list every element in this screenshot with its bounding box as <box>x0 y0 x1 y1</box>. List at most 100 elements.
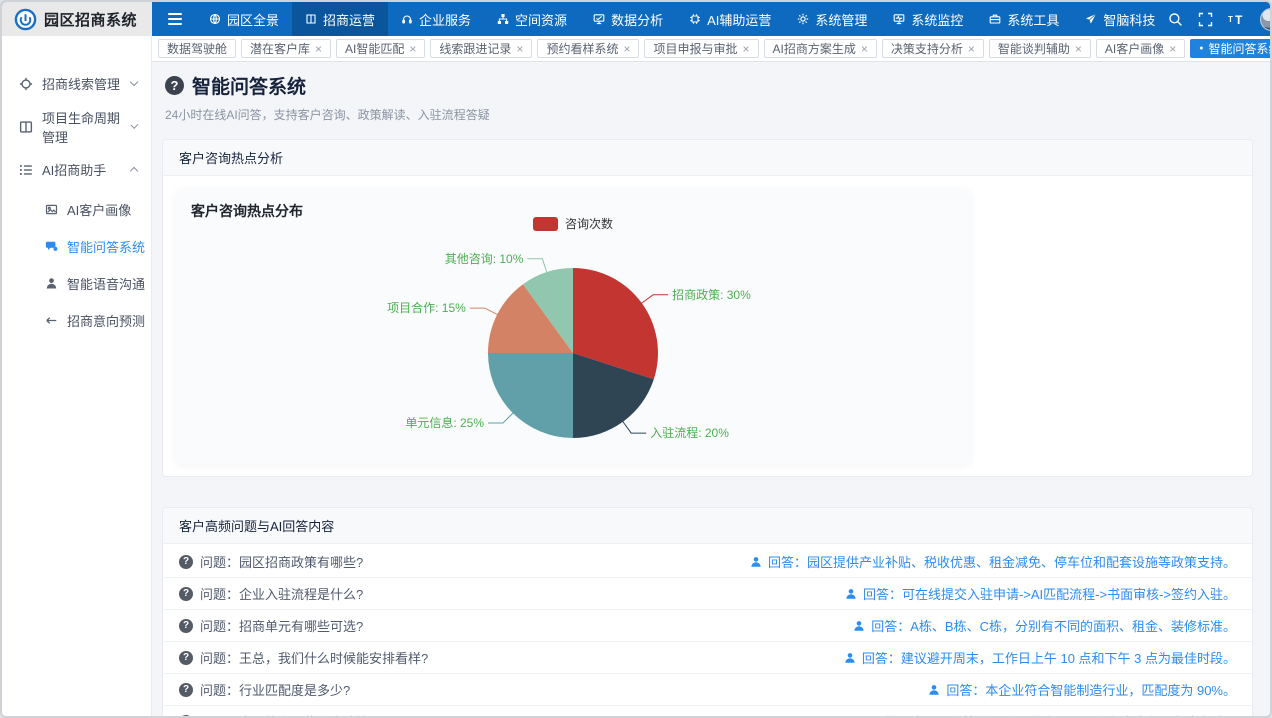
tab-project-approval[interactable]: 项目申报与审批 × <box>644 39 759 58</box>
tab-close-icon[interactable]: × <box>409 41 417 56</box>
tab-close-icon[interactable]: × <box>315 41 323 56</box>
fullscreen-icon[interactable] <box>1198 12 1213 27</box>
pie-label: 项目合作: 15% <box>387 300 466 315</box>
pie-slice-3[interactable] <box>487 284 573 353</box>
tab-label: 线索跟进记录 <box>439 42 512 56</box>
answer-person-icon <box>929 684 939 695</box>
tab-label: AI招商方案生成 <box>772 42 856 56</box>
nav-label: 空间资源 <box>515 12 568 28</box>
qa-row: ? 问题：王总，我们什么时候能安排看样? 回答：建议避开周末，工作日上午 10 点… <box>163 642 1252 674</box>
chart-legend[interactable]: 咨询次数 <box>175 215 971 232</box>
gear-icon <box>798 13 809 25</box>
tab-close-icon[interactable]: × <box>1169 41 1177 56</box>
nav-item-investment-ops[interactable]: 招商运营 <box>292 2 389 36</box>
chevron-down-icon <box>129 77 139 87</box>
app-title: 园区招商系统 <box>44 11 138 29</box>
answer-text: 回答：A栋、B栋、C栋，分别有不同的面积、租金、装修标准。 <box>871 619 1236 634</box>
user-avatar[interactable] <box>1260 7 1270 31</box>
tab-ai-proposal[interactable]: AI招商方案生成 × <box>763 39 877 58</box>
nav-label: AI辅助运营 <box>707 12 772 28</box>
pie-slice-1[interactable] <box>573 353 654 438</box>
tab-data-cockpit[interactable]: 数据驾驶舱 <box>158 39 237 58</box>
question-icon: ? <box>179 586 193 601</box>
nav-item-space-resource[interactable]: 空间资源 <box>484 2 580 36</box>
tab-ai-customer-profile[interactable]: AI客户画像 × <box>1095 39 1186 58</box>
sidebar-item-voice-communication[interactable]: 智能语音沟通 <box>2 265 151 302</box>
page-header: ? 智能问答系统 24小时在线AI问答，支持客户咨询、政策解读、入驻流程答疑 <box>152 62 1270 123</box>
headset-icon <box>402 15 412 24</box>
tab-lead-followup[interactable]: 线索跟进记录 × <box>430 39 533 58</box>
search-icon[interactable] <box>1168 12 1183 27</box>
sidebar-group-label: 招商线索管理 <box>42 77 121 92</box>
tab-label: AI客户画像 <box>1104 42 1165 56</box>
main-content: ? 智能问答系统 24小时在线AI问答，支持客户咨询、政策解读、入驻流程答疑 客… <box>152 62 1270 716</box>
tab-close-icon[interactable]: × <box>742 41 750 56</box>
tab-label: 决策支持分析 <box>890 42 963 56</box>
answer-person-icon <box>854 716 866 717</box>
tab-decision-support[interactable]: 决策支持分析 × <box>881 39 984 58</box>
tab-booking-system[interactable]: 预约看样系统 × <box>537 39 640 58</box>
sidebar-item-label: AI客户画像 <box>67 203 132 218</box>
nav-item-zhinao-tech[interactable]: 智脑科技 <box>1072 2 1168 36</box>
tab-close-icon[interactable]: × <box>516 41 524 56</box>
pie-chart[interactable]: 招商政策: 30% 入驻流程: 20% 单元信息: 25% 项目合作: 15% 其他咨询… <box>175 188 971 464</box>
question-icon: ? <box>179 554 193 569</box>
pie-label-line <box>488 412 514 424</box>
nav-item-system-tools[interactable]: 系统工具 <box>976 2 1072 36</box>
tab-negotiation-assist[interactable]: 智能谈判辅助 × <box>988 39 1091 58</box>
tab-ai-matching[interactable]: AI智能匹配 × <box>336 39 426 58</box>
pie-label: 招商政策: 30% <box>672 287 751 302</box>
sidebar-item-qa-system[interactable]: 智能问答系统 <box>2 228 151 265</box>
sidebar-item-ai-customer-profile[interactable]: AI客户画像 <box>2 191 151 228</box>
pie-slice-0[interactable] <box>573 268 658 380</box>
logo-icon <box>14 8 37 30</box>
nav-item-system-admin[interactable]: 系统管理 <box>784 2 880 36</box>
tab-close-icon[interactable]: × <box>1074 41 1082 56</box>
tab-close-icon[interactable]: × <box>623 41 631 56</box>
sitemap-icon <box>497 14 509 24</box>
person-icon <box>46 278 57 289</box>
nav-item-system-monitor[interactable]: 系统监控 <box>880 2 976 36</box>
tab-qa-system[interactable]: ●智能问答系统× <box>1190 39 1270 58</box>
chevron-up-icon <box>129 166 139 176</box>
nav-item-data-analysis[interactable]: 数据分析 <box>580 2 676 36</box>
question-text: 问题：王总，我们什么时候能安排看样? <box>200 651 429 666</box>
tab-potential-customers[interactable]: 潜在客户库 × <box>241 39 332 58</box>
svg-text:T: T <box>1228 15 1233 24</box>
chart-title: 客户咨询热点分布 <box>191 203 303 219</box>
qa-row: ? 问题：企业符合哪些优惠政策? 回答：企业可在快速入驻、税收返还、资金补贴方面申… <box>163 706 1252 716</box>
nav-item-park-overview[interactable]: 园区全景 <box>196 2 292 36</box>
sidebar-group-ai-assistant[interactable]: AI招商助手 <box>2 148 151 191</box>
sidebar-group-project-lifecycle[interactable]: 项目生命周期管理 <box>2 105 151 148</box>
hotspot-card-body: 客户咨询热点分布 咨询次数 招商政策: 30% 入驻流程: 20% 单元信息: 25… <box>163 176 1252 476</box>
sidebar-item-intent-prediction[interactable]: 招商意向预测 <box>2 302 151 339</box>
chat-bubble-icon <box>45 241 58 251</box>
question-icon: ? <box>179 682 193 697</box>
active-dot-icon: ● <box>1199 45 1204 52</box>
nav-label: 园区全景 <box>227 12 280 28</box>
tab-close-icon[interactable]: × <box>860 41 868 56</box>
nav-item-enterprise-service[interactable]: 企业服务 <box>388 2 484 36</box>
tab-label: 智能问答系统 <box>1208 42 1270 56</box>
globe-icon <box>209 13 221 25</box>
nav-item-ai-ops[interactable]: AI辅助运营 <box>676 2 784 36</box>
question-circle-icon: ? <box>165 76 184 95</box>
pie-slice-4[interactable] <box>523 267 573 353</box>
answer-text: 回答：本企业符合智能制造行业，匹配度为 90%。 <box>946 683 1236 698</box>
question-icon: ? <box>179 714 193 716</box>
target-icon <box>19 77 33 90</box>
sidebar-group-lead-management[interactable]: 招商线索管理 <box>2 62 151 105</box>
answer-text: 回答：建议避开周末，工作日上午 10 点和下午 3 点为最佳时段。 <box>861 651 1236 666</box>
sidebar-group-label: AI招商助手 <box>42 163 107 178</box>
sidebar-item-label: 招商意向预测 <box>67 314 146 329</box>
answer-person-icon <box>854 620 864 631</box>
tab-close-icon[interactable]: × <box>967 41 975 56</box>
pie-label-line <box>469 307 499 316</box>
answer-person-icon <box>846 588 856 599</box>
pie-slice-2[interactable] <box>488 353 573 438</box>
menu-toggle-icon[interactable] <box>152 2 196 36</box>
nav-label: 系统管理 <box>815 12 868 28</box>
